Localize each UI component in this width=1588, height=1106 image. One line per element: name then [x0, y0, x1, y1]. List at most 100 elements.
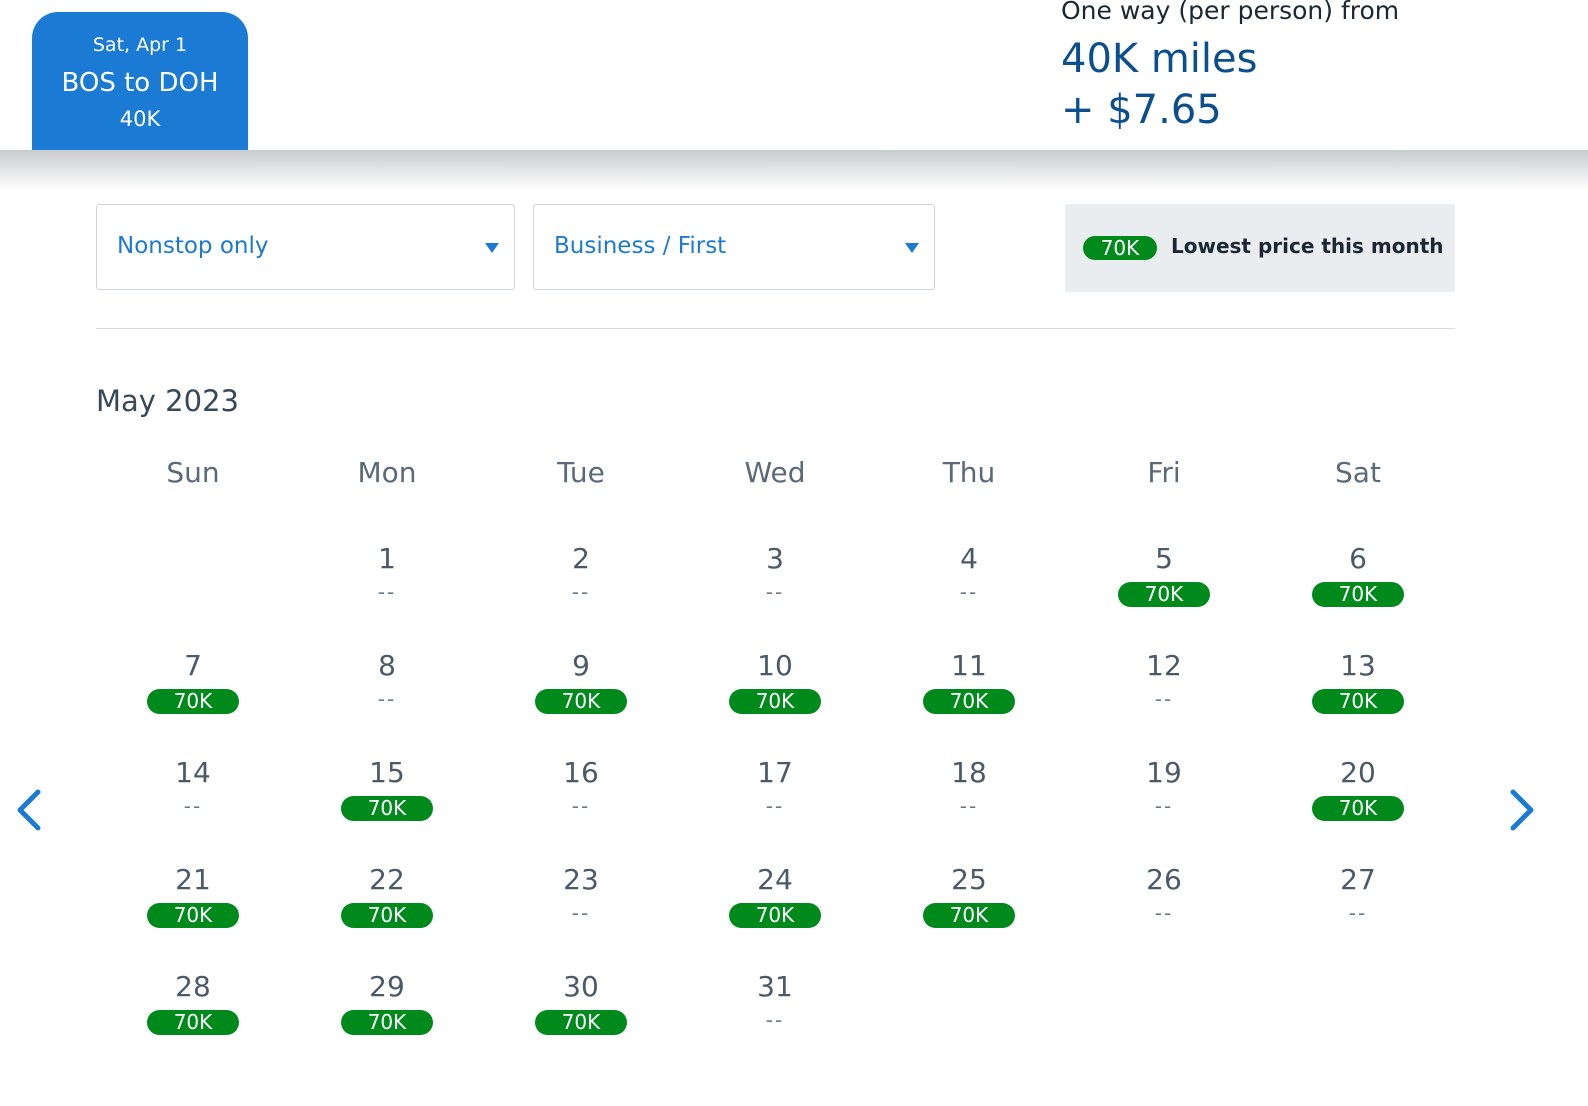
calendar-day[interactable]: 1 --	[307, 542, 467, 632]
calendar-day[interactable]: 26 --	[1084, 863, 1244, 953]
day-no-price: --	[959, 580, 979, 604]
day-number: 3	[766, 542, 784, 575]
day-no-price: --	[765, 794, 785, 818]
divider	[96, 328, 1455, 329]
calendar-day[interactable]: 21 70K	[113, 863, 273, 953]
calendar-day[interactable]: 3 --	[695, 542, 855, 632]
day-number: 1	[378, 542, 396, 575]
day-number: 31	[757, 970, 793, 1003]
calendar-day[interactable]: 24 70K	[695, 863, 855, 953]
day-price-badge: 70K	[729, 903, 821, 928]
day-number: 29	[369, 970, 405, 1003]
day-price-badge: 70K	[1312, 689, 1404, 714]
calendar-day[interactable]: 14 --	[113, 756, 273, 846]
header-shadow	[0, 150, 1588, 190]
next-month-button[interactable]	[1503, 780, 1543, 840]
caret-down-icon	[905, 243, 919, 253]
day-number: 2	[572, 542, 590, 575]
day-price-badge: 70K	[341, 796, 433, 821]
day-number: 10	[757, 649, 793, 682]
day-number: 5	[1155, 542, 1173, 575]
calendar-day[interactable]: 16 --	[501, 756, 661, 846]
calendar-day[interactable]: 6 70K	[1278, 542, 1438, 632]
weekday-header: Mon	[357, 456, 417, 489]
day-no-price: --	[377, 687, 397, 711]
day-price-badge: 70K	[147, 689, 239, 714]
top-bar	[0, 0, 1588, 150]
day-number: 11	[951, 649, 987, 682]
calendar-day[interactable]: 30 70K	[501, 970, 661, 1060]
calendar-day[interactable]: 2 --	[501, 542, 661, 632]
calendar-day[interactable]: 27 --	[1278, 863, 1438, 953]
day-price-badge: 70K	[147, 903, 239, 928]
day-no-price: --	[765, 580, 785, 604]
calendar-day[interactable]: 15 70K	[307, 756, 467, 846]
calendar-day[interactable]: 23 --	[501, 863, 661, 953]
previous-month-button[interactable]	[8, 780, 48, 840]
weekday-header: Sat	[1335, 456, 1381, 489]
day-no-price: --	[183, 794, 203, 818]
fare-caption: One way (per person) from	[1061, 0, 1400, 25]
day-no-price: --	[959, 794, 979, 818]
calendar-day[interactable]: 19 --	[1084, 756, 1244, 846]
calendar-day[interactable]: 11 70K	[889, 649, 1049, 739]
day-price-badge: 70K	[341, 1010, 433, 1035]
calendar-day[interactable]: 29 70K	[307, 970, 467, 1060]
day-price-badge: 70K	[1118, 582, 1210, 607]
calendar-day[interactable]: 8 --	[307, 649, 467, 739]
weekday-header: Thu	[942, 456, 996, 489]
day-number: 6	[1349, 542, 1367, 575]
day-price-badge: 70K	[1312, 796, 1404, 821]
weekday-header: Wed	[744, 456, 806, 489]
chevron-left-icon	[17, 789, 41, 831]
day-number: 14	[175, 756, 211, 789]
calendar-day[interactable]: 12 --	[1084, 649, 1244, 739]
day-number: 25	[951, 863, 987, 896]
calendar-day[interactable]: 13 70K	[1278, 649, 1438, 739]
calendar-day[interactable]: 31 --	[695, 970, 855, 1060]
fare-miles: 40K miles	[1061, 36, 1258, 82]
day-number: 19	[1146, 756, 1182, 789]
day-number: 23	[563, 863, 599, 896]
day-number: 7	[184, 649, 202, 682]
day-number: 9	[572, 649, 590, 682]
calendar-day[interactable]: 10 70K	[695, 649, 855, 739]
day-number: 16	[563, 756, 599, 789]
flight-tab-selected[interactable]: Sat, Apr 1 BOS to DOH 40K	[32, 12, 248, 150]
day-number: 8	[378, 649, 396, 682]
calendar-day[interactable]: 4 --	[889, 542, 1049, 632]
day-no-price: --	[377, 580, 397, 604]
flight-tab-price: 40K	[119, 107, 161, 131]
weekday-header: Fri	[1147, 456, 1181, 489]
day-price-badge: 70K	[341, 903, 433, 928]
day-number: 12	[1146, 649, 1182, 682]
day-number: 4	[960, 542, 978, 575]
calendar-day[interactable]: 7 70K	[113, 649, 273, 739]
day-price-badge: 70K	[535, 689, 627, 714]
flight-tab-date: Sat, Apr 1	[92, 34, 188, 56]
weekday-header: Sun	[166, 456, 220, 489]
calendar-day[interactable]: 17 --	[695, 756, 855, 846]
calendar-day[interactable]: 22 70K	[307, 863, 467, 953]
calendar-day[interactable]: 20 70K	[1278, 756, 1438, 846]
fare-cash: + $7.65	[1061, 87, 1222, 133]
day-number: 26	[1146, 863, 1182, 896]
day-number: 18	[951, 756, 987, 789]
calendar-day[interactable]: 25 70K	[889, 863, 1049, 953]
calendar-day[interactable]: 5 70K	[1084, 542, 1244, 632]
month-title: May 2023	[96, 384, 239, 418]
cabin-filter-dropdown[interactable]: Business / First	[533, 204, 935, 290]
stops-filter-dropdown[interactable]: Nonstop only	[96, 204, 515, 290]
calendar-day[interactable]: 9 70K	[501, 649, 661, 739]
day-number: 20	[1340, 756, 1376, 789]
day-price-badge: 70K	[923, 689, 1015, 714]
day-number: 28	[175, 970, 211, 1003]
day-number: 24	[757, 863, 793, 896]
day-number: 27	[1340, 863, 1376, 896]
day-price-badge: 70K	[1312, 582, 1404, 607]
day-price-badge: 70K	[923, 903, 1015, 928]
calendar-day[interactable]: 18 --	[889, 756, 1049, 846]
day-no-price: --	[1154, 687, 1174, 711]
stops-filter-label: Nonstop only	[117, 233, 269, 259]
calendar-day[interactable]: 28 70K	[113, 970, 273, 1060]
